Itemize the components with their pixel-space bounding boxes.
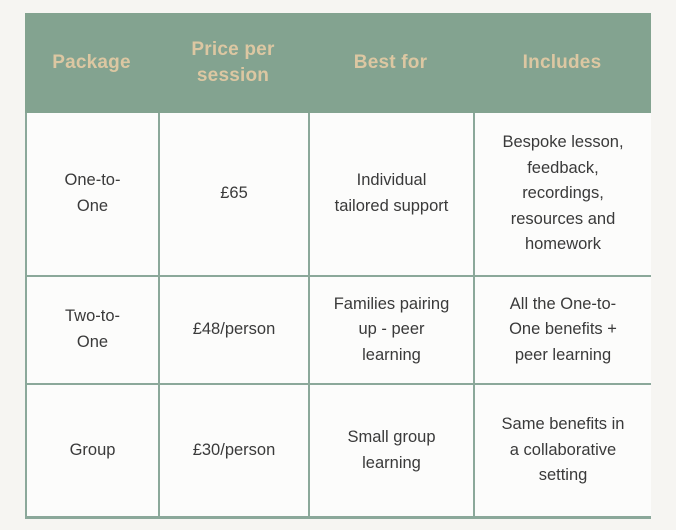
header-label-includes: Includes	[522, 52, 602, 74]
cell-row1-price: £65	[160, 113, 308, 275]
table-body: One-to-One £65 Individual tailored suppo…	[25, 113, 651, 519]
cell-text: £65	[220, 184, 248, 203]
pricing-table: Package Price per session Best for Inclu…	[25, 13, 651, 519]
cell-text: All the One-to-One benefits + peer learn…	[509, 294, 617, 364]
cell-text: Families pairing up - peer learning	[333, 294, 450, 364]
cell-row3-includes: Same benefits in a collaborative setting	[475, 385, 651, 516]
header-label-price: Price per session	[191, 39, 275, 86]
cell-text: £30/person	[192, 440, 276, 459]
cell-text: Two-to-One	[64, 307, 120, 351]
cell-text: Bespoke lesson, feedback, recordings, re…	[502, 133, 624, 254]
cell-row1-package: One-to-One	[27, 113, 158, 275]
cell-text: Small group learning	[347, 427, 436, 472]
header-label-package: Package	[52, 52, 131, 74]
cell-text: Individual tailored support	[334, 171, 449, 215]
header-cell-package: Package	[25, 13, 158, 113]
table-header-row: Package Price per session Best for Inclu…	[25, 13, 651, 113]
cell-text: One-to-One	[64, 171, 121, 215]
header-cell-bestfor: Best for	[308, 13, 473, 113]
cell-row2-price: £48/person	[160, 277, 308, 383]
cell-row2-package: Two-to-One	[27, 277, 158, 383]
header-cell-price: Price per session	[158, 13, 308, 113]
cell-row2-bestfor: Families pairing up - peer learning	[310, 277, 473, 383]
header-cell-includes: Includes	[473, 13, 651, 113]
cell-row1-bestfor: Individual tailored support	[310, 113, 473, 275]
cell-row2-includes: All the One-to-One benefits + peer learn…	[475, 277, 651, 383]
cell-text: £48/person	[192, 320, 276, 339]
cell-row3-bestfor: Small group learning	[310, 385, 473, 516]
cell-row3-price: £30/person	[160, 385, 308, 516]
cell-row1-includes: Bespoke lesson, feedback, recordings, re…	[475, 113, 651, 275]
cell-text: Group	[69, 440, 116, 459]
cell-text: Same benefits in a collaborative setting	[501, 415, 625, 485]
header-label-bestfor: Best for	[353, 52, 428, 74]
cell-row3-package: Group	[27, 385, 158, 516]
